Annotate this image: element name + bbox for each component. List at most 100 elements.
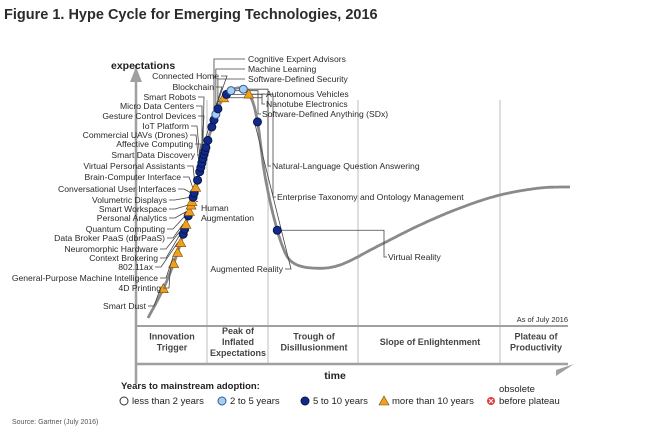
phase-label-innovation: Innovation xyxy=(149,332,195,342)
leader-line xyxy=(280,229,387,258)
leader-line xyxy=(148,288,161,307)
technology-label: Connected Home xyxy=(152,71,219,81)
legend-marker-obsolete-circle-icon-x xyxy=(488,398,494,404)
technology-label: Software-Defined Anything (SDx) xyxy=(262,109,388,119)
legend-label-top: obsolete xyxy=(499,384,535,395)
legend-marker-lt2-circle-icon xyxy=(119,396,129,406)
x-axis-title: time xyxy=(324,370,346,382)
figure-title: Figure 1. Hype Cycle for Emerging Techno… xyxy=(4,7,378,23)
x-axis-arrow-icon xyxy=(556,364,574,376)
technology-label: Quantum Computing xyxy=(86,224,166,234)
marker-2to5 xyxy=(226,86,236,96)
technology-label: Nanotube Electronics xyxy=(266,99,348,109)
technology-label: Virtual Reality xyxy=(388,252,442,262)
marker-gt10 xyxy=(243,88,255,99)
legend-marker-2to5-circle-icon xyxy=(217,396,227,406)
technology-natural-language-question-answering: Natural-Language Question Answering xyxy=(238,84,420,171)
as-of-label: As of July 2016 xyxy=(517,315,568,324)
legend-marker-gt10-triangle-icon xyxy=(378,395,390,406)
technology-label: Smart Workspace xyxy=(99,204,167,214)
technology-volumetric-displays: Volumetric Displays xyxy=(92,192,198,205)
technology-smart-robots: Smart Robots xyxy=(143,92,211,152)
leader-line xyxy=(198,96,205,148)
phase-separators xyxy=(206,100,501,364)
marker-gt10 xyxy=(190,181,202,192)
leader-line xyxy=(155,242,179,268)
technology-label: Conversational User Interfaces xyxy=(58,184,176,194)
technology-label: Augmentation xyxy=(201,213,254,223)
technology-label: Software-Defined Security xyxy=(248,74,349,84)
phase-label-plateau: Plateau of xyxy=(514,332,558,342)
technology-augmented-reality: Augmented Reality xyxy=(210,117,292,274)
marker-gt10 xyxy=(180,218,192,229)
technology-personal-analytics: Personal Analytics xyxy=(97,205,195,223)
technology-label: Affective Computing xyxy=(116,139,193,149)
phase-label-trough: Disillusionment xyxy=(280,343,347,353)
technology-label: IoT Platform xyxy=(142,121,189,131)
leader-line xyxy=(178,188,192,194)
legend-item-gt10: more than 10 years xyxy=(378,395,474,407)
legend-label: before plateau xyxy=(499,396,560,407)
technology-label: Smart Dust xyxy=(103,301,147,311)
legend-title: Years to mainstream adoption: xyxy=(121,381,260,392)
phase-label-peak: Expectations xyxy=(210,348,266,358)
technology-label: Personal Analytics xyxy=(97,213,167,223)
technology-label: Smart Robots xyxy=(143,92,196,102)
marker-gt10 xyxy=(183,205,195,216)
technology-label: Blockchain xyxy=(172,82,214,92)
leader-line xyxy=(213,58,245,116)
leader-line xyxy=(187,165,195,181)
technology-virtual-personal-assistants: Virtual Personal Assistants xyxy=(83,161,203,185)
marker-gt10 xyxy=(172,246,184,257)
technology-general-purpose-machine-intelligence: General-Purpose Machine Intelligence xyxy=(12,246,184,283)
legend-label: more than 10 years xyxy=(392,396,474,407)
phase-label-peak: Peak of xyxy=(222,326,255,336)
technology-label: Smart Data Discovery xyxy=(111,150,195,160)
phase-label-innovation: Trigger xyxy=(157,343,188,353)
technology-label: Volumetric Displays xyxy=(92,195,167,205)
marker-gt10 xyxy=(175,237,187,247)
leader-line xyxy=(163,263,172,289)
technology-cognitive-expert-advisors: Cognitive Expert Advisors xyxy=(209,54,346,125)
legend-label: less than 2 years xyxy=(132,396,204,407)
technology-label: Enterprise Taxonomy and Ontology Managem… xyxy=(277,192,464,202)
y-axis-arrow-icon xyxy=(130,67,142,82)
technology-label: Commercial UAVs (Drones) xyxy=(83,130,189,140)
technology-label: Data Broker PaaS (dbrPaaS) xyxy=(54,233,165,243)
legend-item-lt2: less than 2 years xyxy=(119,396,204,407)
technology-label: Human xyxy=(201,203,229,213)
leader-line xyxy=(183,176,194,188)
legend-item-2to5: 2 to 5 years xyxy=(217,396,280,407)
technology-label: Micro Data Centers xyxy=(120,101,194,111)
leader-line xyxy=(215,68,245,111)
legend-label: 5 to 10 years xyxy=(313,396,368,407)
marker-5to10 xyxy=(213,104,223,114)
source-note: Source: Gartner (July 2016) xyxy=(12,419,99,426)
leader-line xyxy=(246,88,271,167)
technology-software-defined-security: Software-Defined Security xyxy=(213,74,349,114)
leader-line xyxy=(169,211,187,219)
technology-label: Context Brokering xyxy=(89,253,158,263)
technology-virtual-reality: Virtual Reality xyxy=(272,225,442,262)
legend-marker-5to10-circle-icon xyxy=(300,396,310,406)
legend-item-5to10: 5 to 10 years xyxy=(300,396,368,407)
marker-5to10 xyxy=(203,135,213,145)
technology-brain-computer-interface: Brain-Computer Interface xyxy=(85,172,202,192)
technology-label: Gesture Control Devices xyxy=(102,111,196,121)
technology-label: General-Purpose Machine Intelligence xyxy=(12,273,158,283)
leader-line xyxy=(251,93,276,198)
technology-label: Neuromorphic Hardware xyxy=(64,244,158,254)
technology-software-defined-anything-sdx: Software-Defined Anything (SDx) xyxy=(226,86,388,119)
technology-label: 4D Printing xyxy=(118,283,161,293)
marker-5to10 xyxy=(272,225,282,235)
technology-802-11ax: 802.11ax xyxy=(118,237,187,272)
leader-line xyxy=(169,196,191,201)
leader-line xyxy=(169,204,189,210)
leader-line xyxy=(160,252,175,279)
leader-line xyxy=(167,224,184,239)
technology-enterprise-taxonomy-and-ontology-management: Enterprise Taxonomy and Ontology Managem… xyxy=(243,88,464,202)
leader-line xyxy=(254,121,292,270)
marker-5to10 xyxy=(252,117,262,127)
